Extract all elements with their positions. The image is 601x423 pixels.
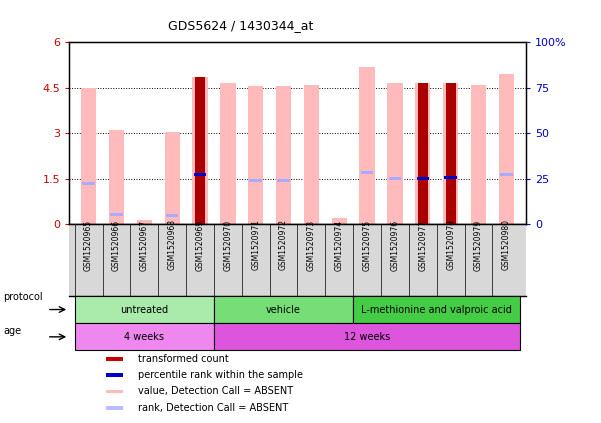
- Bar: [418, 83, 428, 224]
- Bar: [166, 214, 178, 217]
- Bar: [106, 390, 123, 393]
- Bar: [109, 130, 124, 224]
- Bar: [214, 323, 520, 351]
- Bar: [75, 296, 214, 323]
- Bar: [416, 177, 429, 180]
- Bar: [359, 66, 375, 224]
- Text: value, Detection Call = ABSENT: value, Detection Call = ABSENT: [138, 387, 293, 396]
- Text: rank, Detection Call = ABSENT: rank, Detection Call = ABSENT: [138, 403, 288, 413]
- Bar: [500, 173, 513, 176]
- Bar: [194, 173, 206, 176]
- Bar: [248, 86, 263, 224]
- Text: transformed count: transformed count: [138, 354, 228, 364]
- Text: GDS5624 / 1430344_at: GDS5624 / 1430344_at: [168, 19, 313, 32]
- Bar: [136, 220, 152, 224]
- Bar: [192, 77, 208, 224]
- Bar: [471, 85, 486, 224]
- Bar: [214, 296, 353, 323]
- Bar: [387, 83, 403, 224]
- Bar: [110, 213, 123, 216]
- Bar: [389, 177, 401, 180]
- Text: vehicle: vehicle: [266, 305, 301, 315]
- Text: 12 weeks: 12 weeks: [344, 332, 390, 342]
- Bar: [220, 83, 236, 224]
- Bar: [195, 77, 205, 224]
- Bar: [106, 406, 123, 410]
- Text: protocol: protocol: [3, 292, 43, 302]
- Bar: [165, 132, 180, 224]
- Bar: [446, 83, 456, 224]
- Bar: [277, 179, 290, 182]
- Bar: [82, 182, 95, 185]
- Bar: [332, 218, 347, 224]
- Bar: [444, 176, 457, 179]
- Bar: [75, 323, 214, 351]
- Text: percentile rank within the sample: percentile rank within the sample: [138, 370, 303, 380]
- Bar: [106, 357, 123, 360]
- Text: L-methionine and valproic acid: L-methionine and valproic acid: [361, 305, 512, 315]
- Text: untreated: untreated: [120, 305, 168, 315]
- Bar: [249, 179, 262, 182]
- Bar: [276, 86, 291, 224]
- Bar: [415, 83, 430, 224]
- Bar: [443, 83, 459, 224]
- Text: 4 weeks: 4 weeks: [124, 332, 164, 342]
- Bar: [304, 85, 319, 224]
- Bar: [361, 171, 373, 174]
- Bar: [499, 74, 514, 224]
- Bar: [353, 296, 520, 323]
- Text: age: age: [3, 326, 21, 336]
- Bar: [106, 373, 123, 377]
- Bar: [81, 88, 96, 224]
